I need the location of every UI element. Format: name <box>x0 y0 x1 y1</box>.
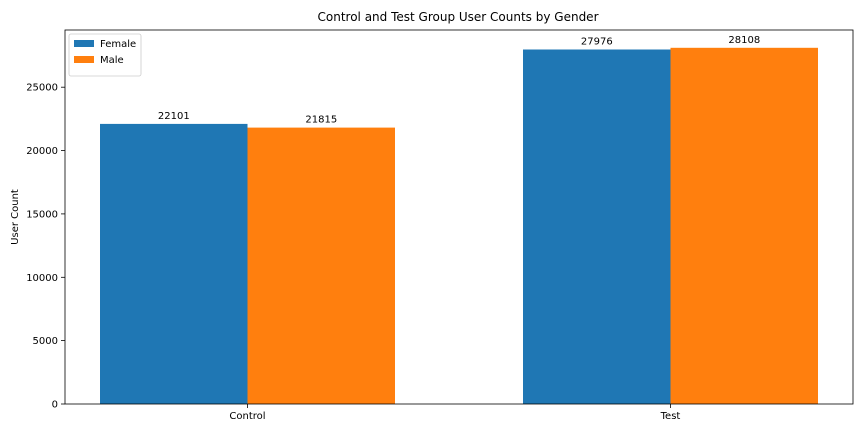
y-tick-label: 10000 <box>26 273 58 284</box>
data-label: 28108 <box>728 35 760 46</box>
axes-frame <box>64 29 854 405</box>
legend-swatch-male <box>74 56 94 63</box>
data-label: 22101 <box>158 111 190 122</box>
x-tick-label: Test <box>660 411 681 422</box>
plot-area: 22101 21815 Control 27976 28108 Test 0 5000 1000… <box>26 29 854 422</box>
legend: Female Male <box>68 33 142 77</box>
y-axis-label: User Count <box>10 189 21 245</box>
x-tick-label: Control <box>229 411 265 422</box>
bar-female-test <box>523 49 671 404</box>
y-tick-label: 15000 <box>26 209 58 220</box>
legend-label-female: Female <box>100 39 136 50</box>
y-tick-label: 25000 <box>26 83 58 94</box>
bar-male-test <box>670 47 818 405</box>
y-tick-label: 5000 <box>33 336 58 347</box>
y-tick-label: 20000 <box>26 146 58 157</box>
legend-swatch-female <box>74 40 94 47</box>
legend-label-male: Male <box>100 55 124 66</box>
bar-female-control <box>100 123 248 405</box>
data-label: 27976 <box>581 37 613 48</box>
y-tick-label: 0 <box>52 400 58 411</box>
bar-male-control <box>247 127 395 404</box>
data-label: 21815 <box>305 115 337 126</box>
chart-title: Control and Test Group User Counts by Ge… <box>318 10 599 24</box>
